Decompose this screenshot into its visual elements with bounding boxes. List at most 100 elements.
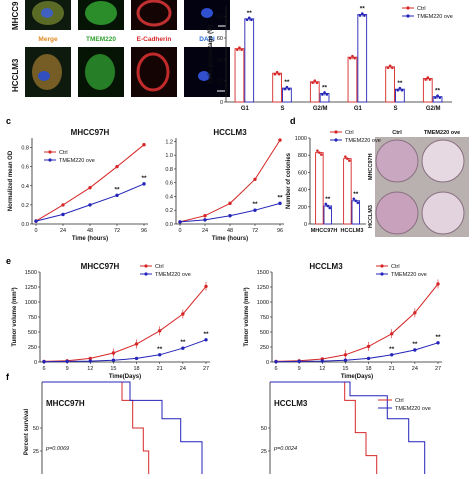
e1-xtick-label-1: 9: [66, 366, 69, 372]
d-ytick-label-4: 800: [298, 153, 307, 159]
b-star-3: **: [360, 6, 366, 13]
b-dot-1-0-2: [250, 18, 253, 22]
e2-star-1: **: [412, 341, 418, 348]
c2-series-line-1: [179, 202, 281, 223]
b-bar-0-2: [309, 81, 320, 103]
e2-point-1-0: [274, 360, 278, 364]
b-dot-1-2-2: [325, 93, 329, 96]
c2-xtick-label-3: 72: [252, 228, 258, 234]
d-dot-1-1-1: [354, 199, 358, 203]
e1-point-1-0: [42, 360, 46, 364]
b-bar-0-3: [347, 56, 358, 103]
c1-star-1: **: [141, 175, 147, 182]
e1-series-line-1: [43, 339, 207, 363]
nucleus-dapi-top: [201, 8, 213, 18]
b-bar-1-3: [357, 14, 368, 103]
label-ecadherin: E-Cadherin: [137, 36, 172, 43]
e1-point-1-6: [181, 346, 185, 350]
b-dot-0-5-2: [428, 78, 432, 81]
c2-point-0-1: [203, 214, 207, 218]
e1-point-1-3: [111, 358, 116, 362]
b-dot-0-3-2: [353, 56, 356, 60]
b-dot-0-2-0: [311, 81, 314, 85]
b-dot-0-4-0: [386, 66, 390, 70]
d-ytick-label-0: 0: [304, 222, 307, 228]
cell-tmem220-bottom: [85, 54, 115, 90]
d-legend-marker-1: [334, 138, 338, 142]
f1-pvalue: p=0.0069: [45, 446, 69, 452]
d-ytick-label-2: 400: [298, 188, 307, 194]
b-legend-marker-1: [406, 14, 410, 18]
f2-pvalue: p=0.0024: [273, 446, 297, 452]
e2-ytick-label-4: 1000: [257, 300, 269, 306]
panel-a-micrographs: Merge TMEM220 E-Cadherin DAPI MHCC9 HCCL…: [11, 0, 230, 97]
d-legend-label-1: TMEM220 ove: [345, 138, 381, 144]
b-star-1: **: [284, 79, 290, 86]
b-dot-0-2-1: [313, 79, 317, 83]
b-dot-1-3-1: [360, 12, 364, 15]
b-bar-1-1: [282, 87, 292, 103]
d-dot-0-1-0: [344, 155, 347, 158]
e2-point-1-6: [413, 348, 417, 352]
b-dot-0-0-0: [235, 48, 239, 51]
c1-point-1-0: [34, 219, 38, 223]
e2-star-2: **: [435, 334, 441, 341]
e1-xtick-label-4: 18: [134, 366, 140, 372]
colony-plate-hcclm3-ctrl: [375, 191, 419, 235]
b-star-2: **: [322, 84, 328, 91]
e1-point-0-2: [88, 356, 92, 361]
b-star-4: **: [397, 80, 403, 87]
c2-series-line-0: [179, 139, 281, 223]
f2-km-curve-0: [270, 381, 378, 474]
b-dot-1-0-1: [247, 16, 251, 20]
e2-legend-marker-1: [380, 272, 384, 276]
e1-legend-marker-1: [144, 272, 148, 276]
f2-ytick-label-0: 25: [261, 449, 267, 455]
d-bar-1-1: [351, 200, 361, 225]
c1-legend-label-1: TMEM220 ove: [59, 158, 95, 164]
row-label-top: MHCC9: [11, 1, 20, 30]
b-dot-1-4-0: [396, 88, 400, 92]
label-tmem220: TMEM220: [86, 36, 116, 43]
b-legend-marker-0: [406, 6, 410, 10]
c2-xtick-label-4: 96: [277, 228, 283, 234]
e2-xtick-label-7: 27: [435, 366, 441, 372]
e2-xtick-label-4: 18: [366, 366, 372, 372]
e1-ytick-label-6: 1500: [25, 270, 37, 276]
b-dot-1-3-0: [358, 14, 362, 17]
f2-ytick-label-1: 50: [261, 426, 267, 432]
d-dot-1-0-2: [328, 206, 332, 210]
f1-title: MHCC97H: [46, 399, 85, 408]
e2-point-1-3: [343, 358, 348, 362]
e1-legend-label-0: Ctrl: [155, 264, 164, 270]
e2-xtick-label-2: 12: [319, 366, 325, 372]
c2-xtick-label-2: 48: [227, 228, 233, 234]
d-ytick-label-3: 600: [298, 170, 307, 176]
e1-star-2: **: [203, 331, 209, 338]
c1-xtick-label-1: 24: [60, 228, 66, 234]
c2-xlabel: Time (hours): [212, 236, 248, 242]
e1-point-0-3: [111, 351, 116, 355]
b-xtick-label-5: G2/M: [426, 106, 441, 112]
b-star-5: **: [435, 88, 441, 95]
b-xtick-label-3: G1: [354, 106, 363, 112]
b-legend-label-0: Ctrl: [417, 6, 426, 12]
b-xtick-label-2: G2/M: [313, 106, 328, 112]
c1-ylabel: Normalized mean OD: [8, 150, 14, 211]
c1-xtick-label-4: 96: [141, 228, 147, 234]
cell-tmem220-top: [85, 1, 117, 25]
e2-point-1-4: [366, 356, 371, 361]
c2-ytick-label-5: 1.0: [165, 153, 173, 159]
panel-letter-c: c: [6, 116, 11, 126]
e2-point-0-7: [436, 282, 440, 286]
c1-point-1-4: [142, 182, 146, 186]
colony-col-label-ove: TMEM220 ove: [424, 130, 460, 136]
c2-point-1-4: [278, 201, 282, 206]
e1-ytick-label-3: 750: [28, 315, 37, 321]
c1-point-1-2: [88, 203, 92, 207]
d-legend-marker-0: [334, 130, 338, 134]
c1-xtick-label-2: 48: [87, 228, 93, 234]
c1-series-line-1: [35, 183, 145, 222]
